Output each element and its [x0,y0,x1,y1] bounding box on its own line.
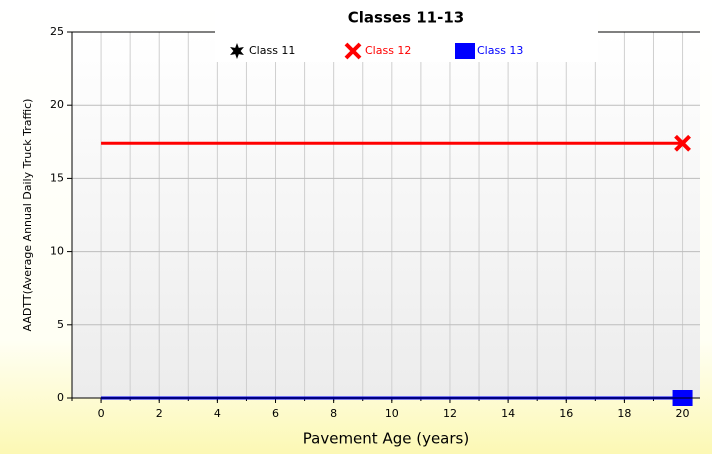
y-tick-label: 20 [50,98,64,111]
y-tick-label: 5 [57,318,64,331]
y-tick-label: 0 [57,391,64,404]
y-axis-label: AADTT(Average Annual Daily Truck Traffic… [21,99,34,332]
x-tick-label: 10 [385,407,399,420]
x-tick-label: 20 [676,407,690,420]
x-tick-label: 16 [559,407,573,420]
legend-marker [230,43,244,59]
x-tick-label: 2 [156,407,163,420]
legend-marker [455,43,475,59]
marker [674,134,691,152]
x-tick-label: 4 [214,407,221,420]
x-tick-label: 14 [501,407,515,420]
x-tick-label: 18 [617,407,631,420]
x-axis-label: Pavement Age (years) [303,430,469,448]
title-box [215,4,598,62]
legend-label: Class 11 [249,44,295,57]
legend-label: Class 12 [365,44,411,57]
y-tick-label: 15 [50,171,64,184]
y-tick-label: 25 [50,25,64,38]
x-tick-label: 8 [330,407,337,420]
y-tick-label: 10 [50,245,64,258]
legend-label: Class 13 [477,44,523,57]
x-tick-label: 0 [98,407,105,420]
plot-area [72,32,700,398]
chart-title: Classes 11-13 [348,9,464,27]
x-tick-label: 12 [443,407,457,420]
legend-marker [344,42,362,60]
x-tick-label: 6 [272,407,279,420]
